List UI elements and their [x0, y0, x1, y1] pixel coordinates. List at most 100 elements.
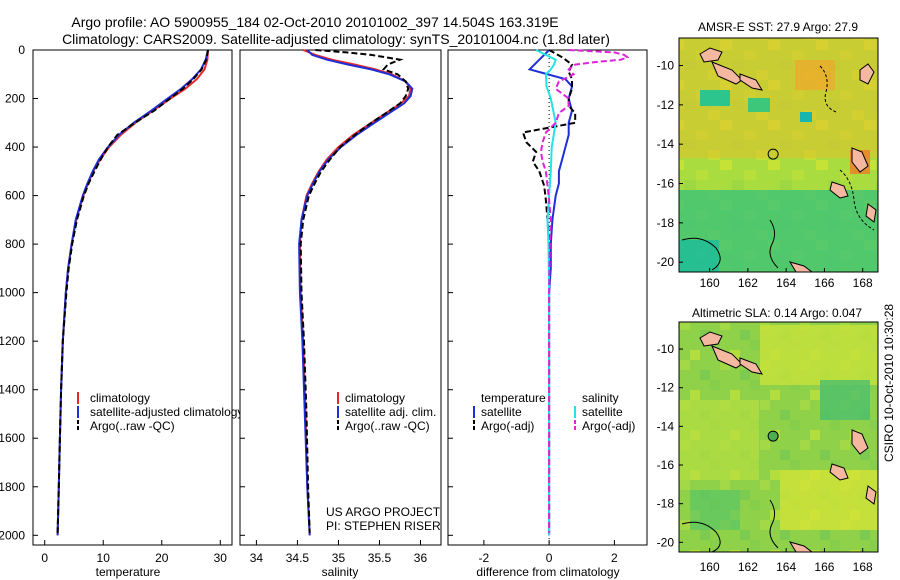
sla-map-frame — [678, 321, 879, 553]
depth-tick-0: 0 — [18, 43, 25, 57]
island-outline — [829, 463, 849, 481]
island-outline — [699, 331, 723, 347]
depth-tick-1400: 1400 — [0, 383, 25, 397]
legend-label-satellite-adj: satellite adj. clim. — [345, 405, 436, 419]
island-outline — [788, 261, 813, 272]
csiro-timestamp-label: CSIRO 10-Oct-2010 10:30:28 — [882, 304, 896, 462]
argo-location-marker — [767, 430, 779, 442]
island-outline — [851, 147, 869, 173]
bathymetry-contour — [839, 169, 875, 231]
sst-map-panel: AMSR-E SST: 27.9 Argo: 27.9 — [657, 20, 879, 290]
lon-tick-166: 166 — [814, 560, 834, 574]
legend-heading-salinity: salinity — [582, 391, 619, 405]
bathymetry-contour — [681, 521, 721, 552]
sst-cool-patch — [700, 90, 730, 106]
lon-tick-168: 168 — [853, 560, 873, 574]
lon-tick-162: 162 — [738, 560, 758, 574]
depth-tick-2000: 2000 — [0, 528, 25, 542]
sst-longitude-tick-labels: 160 162 164 166 168 — [700, 276, 873, 290]
lon-tick-160: 160 — [700, 276, 720, 290]
difference-axes-frame — [447, 49, 648, 546]
sla-latitude-tick-labels: -10 -12 -14 -16 -18 -20 — [657, 342, 675, 549]
depth-tick-1000: 1000 — [0, 286, 25, 300]
difference-plot-marks — [448, 49, 630, 545]
depth-tick-1600: 1600 — [0, 431, 25, 445]
legend-label-climatology: climatology — [345, 391, 405, 405]
temperature-x-tick-labels: 0 10 20 30 — [41, 551, 227, 565]
island-outline — [739, 73, 764, 91]
sst-cool-patch — [748, 98, 770, 112]
salinity-x-tick-35: 35 — [332, 551, 346, 565]
bathymetry-contour — [769, 499, 779, 549]
sla-low-region — [820, 380, 870, 420]
salinity-axes-frame — [239, 49, 442, 546]
legend-label-temp-argo: Argo(-adj) — [481, 419, 534, 433]
island-outline — [859, 63, 875, 85]
difference-panel: -2 0 2 difference from climatology tempe… — [447, 49, 648, 579]
island-outline — [711, 61, 743, 85]
lat-tick-neg10: -10 — [657, 342, 675, 356]
salinity-x-tick-34-5: 34.5 — [286, 551, 310, 565]
island-outline — [739, 357, 764, 375]
bathymetry-contour — [681, 237, 721, 271]
difference-x-tick-neg2: -2 — [479, 551, 490, 565]
temperature-x-tick-20: 20 — [155, 551, 169, 565]
lon-tick-168: 168 — [853, 276, 873, 290]
depth-tick-400: 400 — [5, 140, 25, 154]
difference-x-tick-0: 0 — [546, 551, 553, 565]
depth-tick-800: 800 — [5, 237, 25, 251]
temperature-x-tick-30: 30 — [214, 551, 228, 565]
series-line-salinity-satellite — [535, 49, 557, 536]
temperature-x-tick-10: 10 — [97, 551, 111, 565]
figure-title-line1: Argo profile: AO 5900955_184 02-Oct-2010… — [71, 14, 558, 30]
lat-tick-neg20: -20 — [657, 255, 675, 269]
island-outline — [788, 541, 813, 552]
island-outline — [699, 47, 723, 63]
difference-x-axis-label: difference from climatology — [476, 565, 619, 579]
legend-label-argo: Argo(..raw -QC) — [345, 419, 430, 433]
salinity-panel: 34 34.5 35 35.5 36 salinity climatology … — [239, 49, 442, 579]
salinity-x-axis-label: salinity — [322, 565, 359, 579]
bathymetry-contour — [769, 219, 779, 269]
difference-legend: temperature satellite Argo(-adj) salinit… — [473, 391, 635, 433]
depth-tick-labels: 0 200 400 600 800 1000 1200 1400 1600 18… — [0, 43, 25, 542]
depth-tick-1200: 1200 — [0, 334, 25, 348]
legend-heading-temperature: temperature — [481, 391, 546, 405]
sla-high-region — [760, 325, 878, 385]
sla-low-region — [690, 490, 740, 530]
pi-annotation: PI: STEPHEN RISER — [326, 519, 441, 533]
lat-tick-neg14: -14 — [657, 419, 675, 433]
lon-tick-164: 164 — [776, 276, 796, 290]
temperature-legend: climatology satellite-adjusted climatolo… — [77, 391, 243, 433]
difference-x-tick-2: 2 — [611, 551, 618, 565]
legend-label-sal-argo: Argo(-adj) — [582, 419, 635, 433]
series-line-salinity-argo-adj- — [539, 49, 630, 533]
temperature-panel: 0 200 400 600 800 1000 1200 1400 1600 18… — [0, 43, 243, 579]
island-outline — [865, 203, 877, 223]
salinity-plot-marks — [240, 49, 421, 545]
project-annotation: US ARGO PROJECT — [326, 505, 441, 519]
sst-map-title: AMSR-E SST: 27.9 Argo: 27.9 — [698, 20, 858, 34]
bathymetry-contour — [819, 65, 837, 113]
depth-tick-600: 600 — [5, 189, 25, 203]
salinity-x-tick-34: 34 — [250, 551, 264, 565]
temperature-x-tick-0: 0 — [41, 551, 48, 565]
legend-label-climatology: climatology — [90, 391, 150, 405]
island-outline — [829, 181, 849, 199]
lat-tick-neg20: -20 — [657, 535, 675, 549]
sst-hot-patch — [795, 60, 835, 90]
lat-tick-neg16: -16 — [657, 177, 675, 191]
salinity-x-tick-35-5: 35.5 — [368, 551, 392, 565]
sst-latitude-tick-labels: -10 -12 -14 -16 -18 -20 — [657, 59, 675, 270]
sst-map-frame — [678, 37, 879, 273]
legend-label-temp-satellite: satellite — [481, 405, 522, 419]
lat-tick-neg12: -12 — [657, 98, 675, 112]
temperature-x-axis-label: temperature — [96, 565, 161, 579]
series-line-argo-raw-qc- — [299, 49, 410, 533]
sst-cool-patch — [800, 112, 812, 122]
lat-tick-neg14: -14 — [657, 137, 675, 151]
lat-tick-neg18: -18 — [657, 216, 675, 230]
island-outline — [711, 345, 743, 369]
sla-map-title: Altimetric SLA: 0.14 Argo: 0.047 — [692, 306, 862, 320]
argo-location-marker — [767, 148, 779, 160]
